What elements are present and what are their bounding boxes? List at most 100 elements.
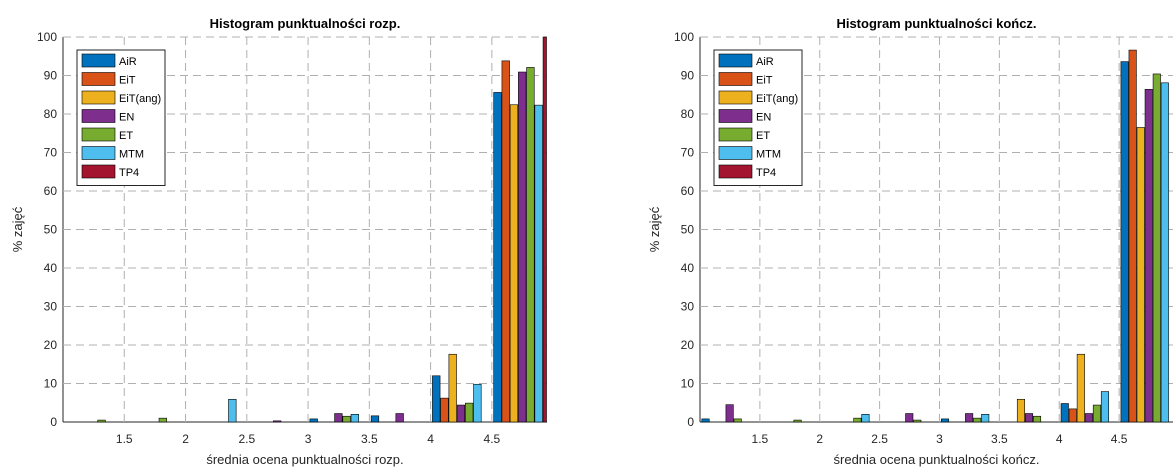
bar-et-bin-7 — [465, 402, 474, 423]
bar-tp4-bin-8 — [542, 36, 547, 423]
bar-mtm-bin-3 — [228, 398, 237, 423]
bar-mtm-bin-3 — [861, 413, 870, 423]
x-tick-label: 3 — [936, 432, 943, 446]
bar-et-bin-2 — [793, 419, 802, 423]
bar-mtm-bin-8 — [534, 104, 543, 423]
legend-entry: MTM — [756, 149, 781, 161]
bar-en-bin-6 — [395, 413, 404, 423]
legend-swatch — [718, 53, 753, 68]
bar-air-bin-1 — [701, 418, 710, 423]
legend-entry: EN — [119, 112, 134, 124]
bar-en-bin-5 — [965, 413, 974, 423]
legend-entry: EiT — [119, 75, 136, 87]
bar-air-bin-5 — [940, 418, 950, 423]
y-tick-label: 0 — [687, 415, 694, 429]
bar-eit-bin-7 — [1068, 408, 1077, 423]
x-axis-label: średnia ocena punktualności rozp. — [206, 452, 403, 467]
bar-et-bin-5 — [342, 415, 351, 423]
legend: AiR EiT EiT(ang) EN ET MTM TP4 — [713, 49, 803, 186]
bar-mtm-bin-7 — [1100, 391, 1109, 423]
legend-entry: TP4 — [756, 167, 776, 179]
bar-en-bin-8 — [1144, 89, 1153, 423]
legend-swatch — [81, 127, 116, 142]
bar-et-bin-1 — [97, 419, 106, 423]
y-axis-label: % zajęć — [10, 206, 25, 252]
y-tick-label: 100 — [37, 30, 57, 44]
bar-eit-ang--bin-6 — [1016, 398, 1025, 423]
y-tick-label: 10 — [44, 377, 58, 391]
bar-air-bin-8 — [493, 92, 502, 423]
y-tick-label: 90 — [681, 69, 695, 83]
y-tick-label: 70 — [44, 146, 58, 160]
y-tick-label: 30 — [44, 300, 58, 314]
x-tick-label: 4 — [427, 432, 434, 446]
y-tick-label: 80 — [681, 107, 695, 121]
bar-mtm-bin-8 — [1160, 82, 1169, 423]
bar-et-bin-5 — [973, 417, 982, 423]
y-axis-label: % zajęć — [647, 206, 662, 252]
y-tick-label: 10 — [681, 377, 695, 391]
y-tick-label: 50 — [681, 223, 695, 237]
bar-eit-ang--bin-8 — [509, 104, 519, 423]
x-tick-label: 4 — [1056, 432, 1063, 446]
y-tick-label: 0 — [50, 415, 57, 429]
x-tick-label: 2 — [816, 432, 823, 446]
y-tick-label: 80 — [44, 107, 58, 121]
y-tick-label: 90 — [44, 69, 58, 83]
y-tick-label: 60 — [44, 184, 58, 198]
bar-air-bin-5 — [309, 418, 318, 423]
bar-eit-ang--bin-8 — [1136, 127, 1145, 423]
bar-en-bin-5 — [334, 413, 343, 423]
x-tick-label: 1.5 — [752, 432, 769, 446]
bar-en-bin-6 — [1024, 413, 1034, 423]
legend-entry: AiR — [119, 56, 137, 68]
bar-mtm-bin-7 — [473, 383, 482, 423]
y-tick-label: 100 — [674, 30, 694, 44]
y-tick-label: 40 — [681, 261, 695, 275]
y-tick-label: 70 — [681, 146, 695, 160]
bar-air-bin-7 — [1060, 403, 1069, 423]
bar-eit-ang--bin-7 — [1076, 353, 1085, 423]
y-tick-label: 30 — [681, 300, 695, 314]
legend-swatch — [718, 127, 753, 142]
legend-swatch — [81, 90, 116, 105]
bar-en-bin-4 — [273, 420, 282, 423]
bar-et-bin-8 — [1152, 73, 1161, 423]
bar-en-bin-7 — [456, 404, 466, 423]
bar-mtm-bin-5 — [350, 413, 359, 423]
bar-et-bin-1 — [733, 418, 742, 423]
legend-entry: MTM — [119, 149, 144, 161]
legend-entry: EiT(ang) — [756, 93, 798, 105]
bar-et-bin-2 — [158, 417, 167, 423]
bar-et-bin-8 — [526, 67, 535, 423]
x-tick-label: 4.5 — [484, 432, 501, 446]
bar-air-bin-8 — [1120, 61, 1129, 423]
legend-entry: AiR — [756, 56, 774, 68]
bar-en-bin-7 — [1084, 413, 1093, 423]
bar-et-bin-4 — [913, 419, 922, 423]
x-tick-label: 2.5 — [871, 432, 888, 446]
x-tick-label: 3 — [305, 432, 312, 446]
x-axis-label: średnia ocena punktualności kończ. — [834, 452, 1040, 467]
x-tick-label: 2 — [182, 432, 189, 446]
legend-entry: EiT — [756, 75, 773, 87]
legend-entry: TP4 — [119, 167, 139, 179]
chart-title: Histogram punktualności kończ. — [836, 16, 1036, 31]
y-tick-label: 20 — [44, 338, 58, 352]
chart-2: 0 10 20 30 40 50 60 70 80 90 100 1.5 2 2.5 3 3.5 4 4.5 His… — [647, 16, 1173, 467]
bar-et-bin-6 — [1033, 415, 1042, 423]
legend-swatch — [81, 109, 116, 123]
legend-entry: ET — [119, 130, 133, 142]
chart-1: 0 10 20 30 40 50 60 70 80 90 100 1.5 2 2.5 3 3.5 4 4.5 His… — [10, 16, 547, 467]
legend-swatch — [718, 90, 753, 105]
x-tick-label: 3.5 — [361, 432, 378, 446]
bar-mtm-bin-5 — [981, 413, 990, 423]
y-tick-label: 50 — [44, 223, 58, 237]
x-tick-label: 1.5 — [116, 432, 133, 446]
bar-eit-bin-8 — [1128, 49, 1137, 423]
bar-eit-bin-7 — [440, 397, 449, 423]
bar-et-bin-3 — [853, 417, 862, 423]
legend-swatch — [81, 53, 116, 68]
legend-swatch — [718, 164, 753, 179]
